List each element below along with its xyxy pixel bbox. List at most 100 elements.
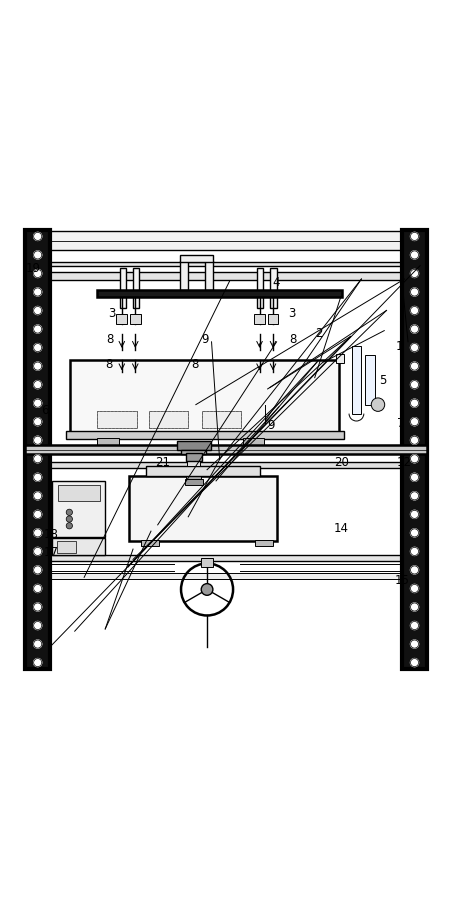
Text: 5: 5 [379, 374, 386, 387]
Circle shape [34, 436, 42, 444]
Text: 2: 2 [315, 327, 322, 340]
Bar [257, 268, 263, 308]
Circle shape [410, 529, 419, 537]
Circle shape [34, 362, 42, 370]
Circle shape [34, 288, 42, 296]
Bar [270, 268, 277, 308]
Bar [52, 481, 105, 537]
Text: 14: 14 [334, 521, 349, 535]
Bar [25, 445, 427, 454]
Circle shape [410, 511, 419, 519]
Bar [255, 540, 273, 546]
Circle shape [410, 380, 419, 388]
Bar [70, 360, 339, 434]
Circle shape [34, 399, 42, 407]
Circle shape [410, 399, 419, 407]
Bar [58, 485, 100, 501]
Bar [149, 412, 188, 429]
Bar [50, 271, 402, 280]
Circle shape [371, 398, 385, 412]
Bar [202, 412, 241, 429]
Circle shape [34, 343, 42, 352]
Bar [66, 432, 344, 440]
Text: 12: 12 [397, 456, 412, 469]
Circle shape [66, 522, 72, 529]
Bar [130, 314, 141, 324]
Text: 8: 8 [105, 358, 112, 371]
Text: 15: 15 [395, 574, 410, 587]
Circle shape [410, 436, 419, 444]
Text: 20: 20 [334, 456, 349, 469]
Circle shape [410, 362, 419, 370]
Circle shape [410, 492, 419, 500]
Text: 1: 1 [396, 340, 403, 352]
Bar [351, 346, 361, 414]
Circle shape [34, 492, 42, 500]
Circle shape [410, 343, 419, 352]
Circle shape [410, 455, 419, 463]
Text: 4: 4 [272, 276, 279, 289]
Bar [129, 476, 277, 541]
Bar [186, 475, 201, 480]
Bar [184, 478, 202, 485]
Bar [25, 556, 427, 561]
Circle shape [34, 511, 42, 519]
Text: 9: 9 [202, 334, 209, 346]
Circle shape [201, 583, 213, 595]
Bar [97, 439, 119, 450]
Text: 21: 21 [155, 456, 171, 469]
Bar [187, 455, 200, 466]
Text: 8: 8 [191, 358, 199, 371]
Circle shape [34, 251, 42, 259]
Bar [201, 558, 213, 567]
Circle shape [410, 659, 419, 667]
Bar [52, 538, 105, 555]
Bar [117, 314, 127, 324]
Circle shape [34, 418, 42, 426]
Circle shape [34, 232, 42, 240]
Circle shape [34, 529, 42, 537]
Bar [97, 412, 137, 429]
Bar [365, 355, 375, 405]
Circle shape [34, 307, 42, 315]
Bar [120, 268, 126, 308]
Bar [189, 446, 198, 455]
Bar [133, 268, 140, 308]
Bar [97, 412, 137, 429]
Text: 3: 3 [288, 307, 295, 320]
Bar [254, 314, 265, 324]
Bar [97, 289, 342, 297]
Text: 3: 3 [108, 307, 116, 320]
Circle shape [34, 380, 42, 388]
Bar [25, 229, 50, 670]
Circle shape [410, 270, 419, 278]
Bar [336, 354, 344, 363]
Text: 18: 18 [43, 528, 58, 541]
Bar [181, 450, 206, 454]
Text: 8: 8 [106, 334, 113, 346]
Bar [25, 462, 427, 468]
Circle shape [34, 547, 42, 556]
Circle shape [410, 621, 419, 629]
Circle shape [34, 640, 42, 648]
Circle shape [410, 232, 419, 240]
Circle shape [34, 325, 42, 334]
Bar [202, 412, 241, 429]
Circle shape [410, 288, 419, 296]
Text: 8: 8 [289, 334, 297, 346]
Text: 19: 19 [25, 263, 40, 275]
Bar [402, 229, 427, 670]
Bar [57, 541, 76, 553]
Circle shape [34, 621, 42, 629]
Circle shape [410, 565, 419, 574]
Bar [205, 261, 213, 289]
Circle shape [34, 659, 42, 667]
Circle shape [410, 547, 419, 556]
Circle shape [66, 509, 72, 515]
Circle shape [34, 565, 42, 574]
Circle shape [34, 584, 42, 592]
Circle shape [34, 473, 42, 481]
Bar [243, 439, 265, 450]
Circle shape [34, 603, 42, 611]
Circle shape [410, 603, 419, 611]
